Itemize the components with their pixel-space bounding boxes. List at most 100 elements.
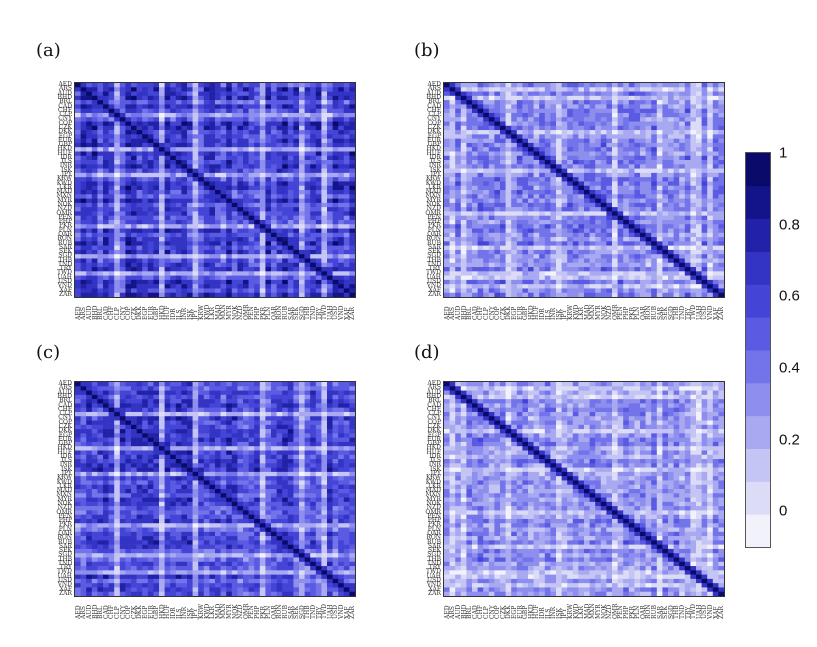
heatmap-cell — [584, 190, 590, 195]
heatmap-cell — [595, 237, 602, 242]
heatmap-cell — [327, 151, 333, 157]
heatmap-cell — [539, 108, 546, 114]
heatmap-cell — [108, 142, 115, 148]
heatmap-cell — [623, 237, 630, 242]
heatmap-cell — [203, 224, 210, 229]
heatmap-cell — [237, 232, 244, 238]
heatmap-cell — [578, 245, 585, 251]
heatmap-cell — [282, 164, 289, 169]
heatmap-cell — [477, 112, 484, 118]
heatmap-cell — [86, 219, 93, 225]
heatmap-cell — [192, 164, 199, 169]
heatmap-cell — [466, 207, 473, 212]
heatmap-cell — [209, 219, 216, 225]
heatmap-cell — [684, 237, 691, 242]
heatmap-cell — [91, 121, 98, 127]
heatmap-cell — [271, 275, 277, 281]
heatmap-cell — [684, 181, 691, 187]
heatmap-cell — [332, 112, 339, 118]
heatmap-cell — [170, 211, 177, 216]
heatmap-cell — [243, 284, 249, 289]
heatmap-cell — [310, 194, 317, 199]
heatmap-cell — [617, 219, 624, 225]
heatmap-cell — [516, 249, 523, 255]
heatmap-cell — [556, 125, 562, 131]
heatmap-cell — [170, 284, 177, 289]
heatmap-cell — [511, 237, 518, 242]
heatmap-cell — [187, 198, 193, 204]
heatmap-cell — [668, 202, 674, 208]
heatmap-cell — [86, 271, 93, 276]
heatmap-cell — [578, 202, 585, 208]
heatmap-cell — [215, 125, 221, 131]
heatmap-cell — [343, 237, 350, 242]
heatmap-cell — [466, 121, 473, 127]
heatmap-cell — [226, 155, 233, 161]
heatmap-cell — [656, 262, 663, 268]
heatmap-cell — [147, 262, 154, 268]
heatmap-cell — [612, 134, 618, 139]
heatmap-cell — [315, 202, 322, 208]
heatmap-cell — [321, 130, 328, 135]
heatmap-cell — [533, 219, 540, 225]
heatmap-cell — [522, 232, 529, 238]
heatmap-cell — [97, 138, 104, 144]
heatmap-cell — [550, 267, 557, 272]
heatmap-cell — [662, 91, 669, 97]
heatmap-cell — [617, 279, 624, 285]
heatmap-cell — [321, 121, 328, 127]
heatmap-cell — [343, 125, 350, 131]
heatmap-cell — [125, 130, 132, 135]
heatmap-cell — [203, 202, 210, 208]
heatmap-cell — [114, 211, 121, 216]
heatmap-cell — [572, 185, 579, 191]
heatmap-cell — [142, 108, 149, 114]
heatmap-cell — [259, 198, 266, 204]
heatmap-cell — [606, 155, 613, 161]
heatmap-cell — [259, 237, 266, 242]
heatmap-cell — [327, 237, 333, 242]
heatmap-cell — [226, 228, 233, 234]
heatmap-cell — [220, 271, 227, 276]
heatmap-cell — [522, 87, 529, 92]
heatmap-cell — [175, 211, 182, 216]
heatmap-cell — [114, 258, 121, 264]
heatmap-cell — [528, 258, 534, 264]
heatmap-cell — [511, 87, 518, 92]
heatmap-cell — [170, 91, 177, 97]
heatmap-cell — [550, 198, 557, 204]
heatmap-cell — [612, 249, 618, 255]
heatmap-cell — [522, 121, 529, 127]
heatmap-cell — [209, 249, 216, 255]
heatmap-cell — [701, 147, 708, 152]
heatmap-cell — [556, 91, 562, 97]
heatmap-cell — [516, 181, 523, 187]
heatmap-cell — [299, 164, 305, 169]
heatmap-cell — [533, 271, 540, 276]
heatmap-cell — [159, 262, 165, 268]
heatmap-cell — [119, 262, 126, 268]
heatmap-cell — [108, 292, 115, 297]
heatmap-cell — [589, 224, 596, 229]
heatmap-cell — [299, 160, 305, 165]
heatmap-cell — [108, 172, 115, 178]
heatmap-cell — [589, 160, 596, 165]
heatmap-cell — [159, 194, 165, 199]
heatmap-cell — [472, 130, 478, 135]
heatmap-cell — [494, 202, 501, 208]
heatmap-cell — [315, 267, 322, 272]
heatmap-cell — [477, 288, 484, 294]
heatmap-cell — [153, 130, 160, 135]
heatmap-cell — [483, 288, 490, 294]
heatmap-cell — [466, 172, 473, 178]
heatmap-cell — [522, 292, 529, 297]
heatmap-cell — [673, 134, 680, 139]
heatmap-cell — [153, 232, 160, 238]
heatmap-cell — [556, 211, 562, 216]
heatmap-cell — [567, 202, 574, 208]
heatmap-cell — [226, 83, 233, 88]
heatmap-cell — [505, 117, 512, 122]
heatmap-cell — [578, 207, 585, 212]
heatmap-cell — [175, 245, 182, 251]
heatmap-cell — [108, 151, 115, 157]
